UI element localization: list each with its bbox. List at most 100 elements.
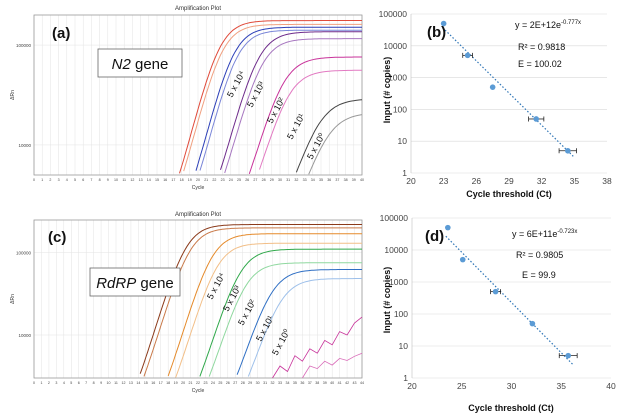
noise-curve-1 bbox=[272, 316, 363, 379]
x-tick-label: 17 bbox=[159, 381, 163, 385]
x-tick-label: 35 bbox=[293, 381, 297, 385]
x-tick-label: 0 bbox=[33, 381, 35, 385]
x-tick-label: 29 bbox=[504, 176, 514, 186]
y-tick-label: 1000 bbox=[388, 73, 407, 83]
amplification-curve-6 bbox=[224, 38, 362, 174]
r-squared: R² = 0.9805 bbox=[516, 250, 563, 260]
x-tick-label: 26 bbox=[245, 178, 249, 182]
x-tick-labels: 20 23 26 29 32 35 38 bbox=[406, 176, 612, 186]
data-point-4 bbox=[529, 320, 536, 327]
noise-curve-2 bbox=[302, 352, 363, 379]
x-tick-label: 0 bbox=[33, 178, 35, 182]
x-tick-label: 7 bbox=[90, 178, 92, 182]
x-tick-label: 40 bbox=[606, 381, 616, 391]
x-tick-label: 16 bbox=[151, 381, 155, 385]
x-tick-label: 28 bbox=[241, 381, 245, 385]
x-axis-label: Cycle threshold (Ct) bbox=[466, 189, 552, 199]
y-tick-label: 100000 bbox=[380, 213, 409, 223]
x-tick-label: 11 bbox=[114, 381, 118, 385]
standard-curve-rdrp: 1 10 100 1000 10000 100000 20 25 30 35 40 (d) y =… bbox=[380, 213, 616, 413]
x-tick-label: 31 bbox=[263, 381, 267, 385]
plot-frame bbox=[33, 14, 363, 176]
x-tick-label: 38 bbox=[344, 178, 348, 182]
x-tick-label: 33 bbox=[278, 381, 282, 385]
dilution-label-5: 5 x 10⁰ bbox=[270, 327, 292, 357]
x-tick-label: 1 bbox=[40, 381, 42, 385]
trendline bbox=[445, 235, 574, 366]
dilution-labels: 5 x 10⁴ 5 x 10³ 5 x 10² 5 x 10¹ 5 x 10⁰ bbox=[225, 69, 327, 161]
x-tick-label: 12 bbox=[130, 178, 134, 182]
y-axis-label: ΔRn bbox=[10, 90, 16, 100]
data-points bbox=[445, 224, 578, 359]
panel-label: (c) bbox=[48, 229, 66, 246]
x-tick-label: 15 bbox=[144, 381, 148, 385]
y-tick-label: 10 bbox=[398, 136, 408, 146]
amplification-curve-4 bbox=[175, 242, 362, 378]
x-tick-label: 26 bbox=[226, 381, 230, 385]
x-tick-label: 16 bbox=[163, 178, 167, 182]
x-tick-label: 5 bbox=[70, 381, 72, 385]
x-axis-label: Cycle threshold (Ct) bbox=[468, 403, 554, 413]
data-point-5 bbox=[565, 147, 571, 154]
x-tick-label: 43 bbox=[353, 381, 357, 385]
amplification-curve-6 bbox=[208, 262, 362, 377]
x-tick-label: 13 bbox=[129, 381, 133, 385]
x-tick-label: 4 bbox=[66, 178, 68, 182]
amp-plot-title: Amplification Plot bbox=[175, 6, 221, 12]
gene-label: RdRP gene bbox=[96, 275, 174, 292]
x-tick-label: 32 bbox=[271, 381, 275, 385]
y-tick-labels: 1 10 100 1000 10000 100000 bbox=[380, 213, 409, 383]
panel-label: (d) bbox=[425, 228, 444, 245]
y-tick-label: 10 bbox=[399, 341, 409, 351]
amp-plot-title: Amplification Plot bbox=[175, 212, 221, 218]
gene-label: N2 gene bbox=[112, 56, 169, 73]
x-tick-label: 22 bbox=[196, 381, 200, 385]
x-tick-label: 13 bbox=[139, 178, 143, 182]
grid bbox=[410, 13, 607, 174]
x-tick-label: 36 bbox=[300, 381, 304, 385]
x-tick-label: 18 bbox=[180, 178, 184, 182]
x-tick-label: 32 bbox=[294, 178, 298, 182]
x-tick-label: 39 bbox=[323, 381, 327, 385]
y-axis-label: ΔRn bbox=[10, 294, 16, 304]
x-tick-label: 14 bbox=[136, 381, 140, 385]
amplification-curve-3 bbox=[195, 26, 362, 171]
x-tick-labels: 0 1 2 3 4 5 6 7 8 9 10 11 12 13 14 15 16 17 18 19 20 21 22 23 24… bbox=[33, 381, 364, 385]
x-tick-label: 30 bbox=[278, 178, 282, 182]
gene-label-box bbox=[97, 48, 183, 78]
panel-label: (b) bbox=[427, 24, 446, 41]
x-tick-label: 35 bbox=[319, 178, 323, 182]
amplification-curves bbox=[179, 20, 363, 175]
x-tick-labels: 20 25 30 35 40 bbox=[407, 381, 616, 391]
x-tick-label: 25 bbox=[218, 381, 222, 385]
x-tick-label: 27 bbox=[233, 381, 237, 385]
x-tick-label: 19 bbox=[174, 381, 178, 385]
x-tick-label: 38 bbox=[315, 381, 319, 385]
x-tick-label: 10 bbox=[107, 381, 111, 385]
y-tick-label: 1 bbox=[402, 168, 407, 178]
x-tick-label: 7 bbox=[85, 381, 87, 385]
standard-curve-n2: 1 10 100 1000 10000 100000 20 23 26 29 32 35 38 (b)… bbox=[379, 9, 612, 199]
x-tick-label: 21 bbox=[204, 178, 208, 182]
grid bbox=[411, 217, 611, 379]
y-tick-label: 100000 bbox=[16, 43, 32, 48]
x-tick-label: 23 bbox=[221, 178, 225, 182]
x-tick-label: 37 bbox=[308, 381, 312, 385]
x-tick-label: 8 bbox=[99, 178, 101, 182]
x-tick-label: 2 bbox=[49, 178, 51, 182]
amplification-curve-1 bbox=[139, 224, 362, 374]
x-tick-label: 20 bbox=[181, 381, 185, 385]
plot-frame bbox=[33, 219, 363, 379]
x-tick-label: 25 bbox=[457, 381, 467, 391]
amplification-curve-10 bbox=[308, 114, 363, 175]
x-tick-label: 9 bbox=[100, 381, 102, 385]
x-tick-label: 32 bbox=[537, 176, 547, 186]
grid bbox=[33, 15, 363, 175]
x-tick-label: 8 bbox=[93, 381, 95, 385]
y-tick-label: 1000 bbox=[389, 277, 408, 287]
data-point-1 bbox=[440, 20, 447, 27]
data-point-1 bbox=[445, 224, 451, 231]
x-tick-label: 40 bbox=[360, 178, 364, 182]
x-tick-label: 17 bbox=[171, 178, 175, 182]
trendline bbox=[442, 27, 574, 157]
